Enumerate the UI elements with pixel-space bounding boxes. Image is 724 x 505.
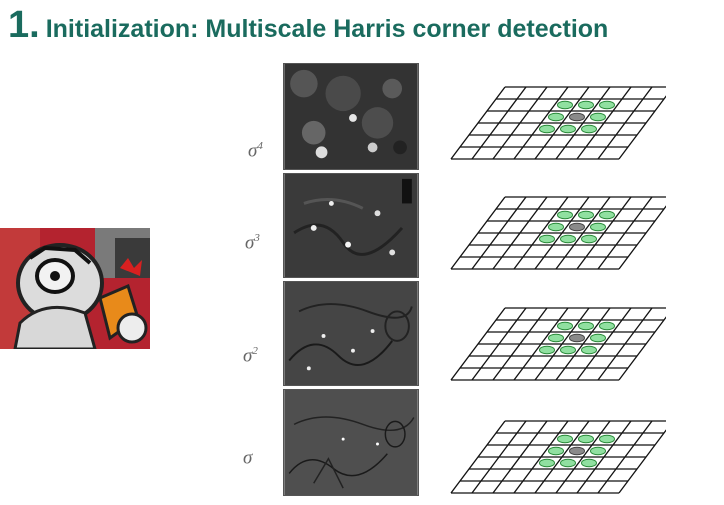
harris-response-scale-1	[283, 389, 419, 496]
neighbor-ellipse	[581, 458, 597, 468]
neighbor-ellipse	[590, 446, 606, 456]
neighborhood-grid-scale-1	[450, 420, 666, 494]
center-ellipse	[569, 222, 585, 232]
neighbor-ellipse	[560, 458, 576, 468]
neighbor-ellipse	[581, 124, 597, 134]
neighbor-ellipse	[581, 234, 597, 244]
neighbor-ellipse	[599, 434, 615, 444]
neighborhood-grid-scale-4	[450, 86, 666, 160]
title-number: 1.	[8, 4, 40, 46]
scale-label-3: σ3	[245, 232, 260, 254]
scale-label-4: σ4	[248, 140, 263, 162]
neighbor-ellipse	[599, 321, 615, 331]
neighbor-ellipse	[560, 234, 576, 244]
center-ellipse	[569, 333, 585, 343]
neighbor-ellipse	[590, 333, 606, 343]
neighborhood-grid-scale-3	[450, 196, 666, 270]
neighbor-ellipse	[578, 210, 594, 220]
title-text: Initialization: Multiscale Harris corner…	[45, 15, 609, 43]
neighbor-ellipse	[590, 112, 606, 122]
slide-title: 1. Initialization: Multiscale Harris corn…	[8, 4, 608, 47]
neighbor-ellipse	[539, 458, 555, 468]
neighbor-ellipse	[548, 333, 564, 343]
harris-response-scale-4	[283, 63, 419, 170]
neighbor-ellipse	[548, 446, 564, 456]
neighbor-ellipse	[539, 234, 555, 244]
input-graffiti-image	[0, 228, 150, 349]
neighbor-ellipse	[539, 345, 555, 355]
scale-label-1: σ	[243, 447, 253, 469]
neighbor-ellipse	[548, 112, 564, 122]
neighbor-ellipse	[578, 321, 594, 331]
neighbor-ellipse	[578, 434, 594, 444]
neighborhood-grid-scale-2	[450, 307, 666, 381]
neighbor-ellipse	[539, 124, 555, 134]
neighbor-ellipse	[578, 100, 594, 110]
scale-label-2: σ2	[243, 345, 258, 367]
neighbor-ellipse	[548, 222, 564, 232]
harris-response-scale-2	[283, 281, 419, 386]
neighbor-ellipse	[557, 321, 573, 331]
neighbor-ellipse	[557, 434, 573, 444]
neighbor-ellipse	[599, 210, 615, 220]
neighbor-ellipse	[590, 222, 606, 232]
neighbor-ellipse	[599, 100, 615, 110]
neighbor-ellipse	[560, 124, 576, 134]
center-ellipse	[569, 446, 585, 456]
harris-response-scale-3	[283, 173, 419, 278]
neighbor-ellipse	[581, 345, 597, 355]
center-ellipse	[569, 112, 585, 122]
neighbor-ellipse	[557, 100, 573, 110]
neighbor-ellipse	[560, 345, 576, 355]
neighbor-ellipse	[557, 210, 573, 220]
